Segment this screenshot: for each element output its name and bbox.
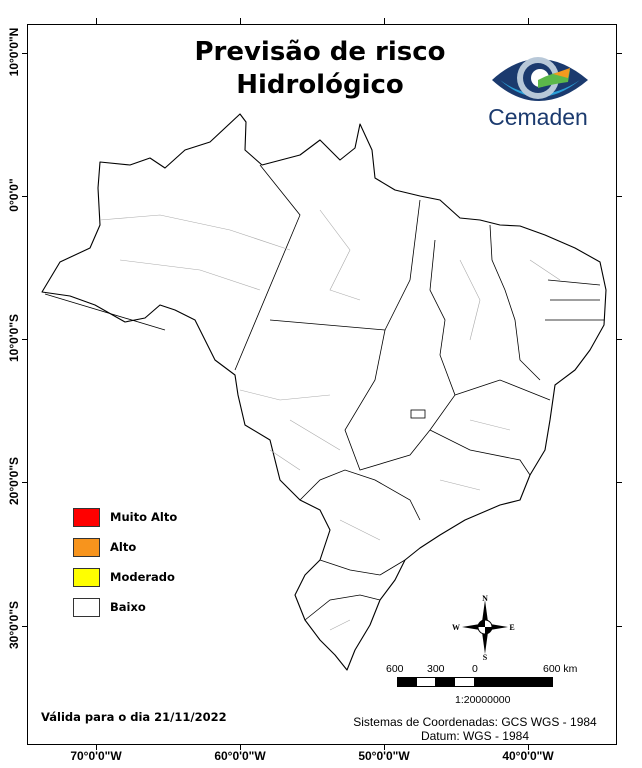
compass-e: E [509, 623, 514, 632]
scale-ratio: 1:20000000 [455, 694, 511, 706]
compass-n: N [482, 594, 488, 603]
compass-s: S [483, 653, 488, 660]
cemaden-logo [492, 57, 588, 101]
legend-label: Alto [110, 540, 137, 554]
validity-date: Válida para o dia 21/11/2022 [41, 710, 227, 724]
tick [617, 53, 622, 54]
longitude-label: 70°0'0"W [70, 749, 122, 763]
longitude-label: 40°0'0"W [502, 749, 554, 763]
tick [528, 18, 529, 24]
legend-swatch [73, 598, 100, 617]
scale-label: 600 [386, 663, 404, 675]
tick [22, 53, 27, 54]
scale-label: 0 [472, 663, 478, 675]
compass-w: W [452, 623, 460, 632]
tick [617, 482, 622, 483]
tick [528, 745, 529, 750]
datum: Datum: WGS - 1984 [420, 729, 530, 743]
scale-bar [397, 677, 553, 687]
longitude-label: 50°0'0"W [358, 749, 410, 763]
longitude-label: 60°0'0"W [214, 749, 266, 763]
north-arrow-icon: N S W E [452, 594, 515, 660]
tick [617, 196, 622, 197]
tick [617, 339, 622, 340]
legend-label: Muito Alto [110, 510, 178, 524]
tick [240, 745, 241, 750]
legend-label: Moderado [110, 570, 175, 584]
logo-text: Cemaden [488, 104, 588, 130]
brazil-outline [41, 113, 607, 671]
tick [96, 18, 97, 24]
legend-swatch [73, 538, 100, 557]
tick [96, 745, 97, 750]
tick [22, 482, 27, 483]
tick [240, 18, 241, 24]
tick [617, 626, 622, 627]
tick [384, 18, 385, 24]
tick [22, 339, 27, 340]
coordinate-system: Sistemas de Coordenadas: GCS WGS - 1984 [353, 715, 597, 729]
legend-label: Baixo [110, 600, 146, 614]
tick [384, 745, 385, 750]
legend-swatch [73, 508, 100, 527]
tick [22, 626, 27, 627]
scale-label: 600 km [543, 663, 578, 675]
tick [22, 196, 27, 197]
legend-swatch [73, 568, 100, 587]
scale-label: 300 [427, 663, 445, 675]
map-title: Previsão de risco Hidrológico [150, 36, 490, 102]
title-line-2: Hidrológico [236, 70, 404, 100]
title-line-1: Previsão de risco [194, 37, 446, 67]
map-frame [27, 24, 617, 745]
